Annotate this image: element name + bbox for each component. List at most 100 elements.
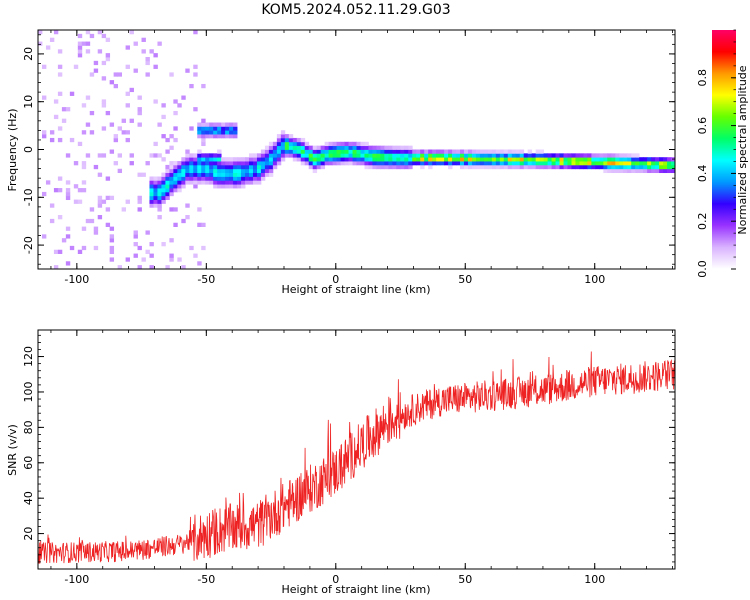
spectrogram-cell <box>205 134 210 139</box>
spectrogram-cell <box>336 141 341 147</box>
spectrogram-cell <box>149 253 154 258</box>
spectrogram-cell <box>113 137 119 143</box>
spectrogram-cell <box>245 161 250 166</box>
spectrogram-cell <box>157 176 162 181</box>
spectrogram-cell <box>189 126 194 131</box>
spectrogram-cell <box>264 164 270 170</box>
spectrogram-cell <box>229 161 234 166</box>
spectrogram-cell <box>452 153 457 158</box>
spectrogram-cell <box>185 161 190 166</box>
spectrogram-cell <box>181 180 186 185</box>
spectrogram-cell <box>57 249 63 254</box>
spectrogram-cell <box>643 168 648 174</box>
spectrogram-cell <box>205 153 210 158</box>
spectrogram-cell <box>260 176 266 181</box>
spectrogram-cell <box>364 153 369 158</box>
spectrogram-cell <box>193 72 198 77</box>
spectrogram-cell <box>97 195 103 201</box>
y-tick-label: 20 <box>22 527 35 541</box>
spectrogram-cell <box>260 172 266 177</box>
spectrogram-cell <box>579 157 584 162</box>
spectrogram-cell <box>591 153 596 158</box>
spectrogram-cell <box>41 64 47 69</box>
spectrogram-cell <box>408 149 413 154</box>
spectrogram-cell <box>336 161 341 166</box>
spectrogram-cell <box>157 188 162 193</box>
spectrogram-cell <box>264 161 270 166</box>
spectrogram-cell <box>141 49 146 54</box>
spectrogram-cell <box>57 91 63 96</box>
spectrogram-cell <box>169 207 174 212</box>
spectrogram-cell <box>416 153 421 158</box>
spectrogram-cell <box>201 137 206 143</box>
spectrogram-cell <box>209 161 214 166</box>
spectrogram-cell <box>276 141 282 147</box>
spectrogram-cell <box>543 161 548 166</box>
spectrogram-cell <box>201 176 206 181</box>
x-tick-label: 0 <box>332 273 339 286</box>
spectrogram-cell <box>400 157 405 162</box>
spectrogram-cell <box>503 149 509 154</box>
spectrogram-cell <box>209 176 214 181</box>
spectrogram-cell <box>487 164 493 170</box>
spectrogram-cell <box>197 168 202 174</box>
spectrogram-cell <box>201 172 206 177</box>
spectrogram-cell <box>356 141 361 147</box>
spectrogram-cell <box>623 161 628 166</box>
spectrogram-cell <box>185 180 190 185</box>
spectrogram-cell <box>392 161 397 166</box>
spectrogram-cell <box>205 130 210 135</box>
spectrogram-cell <box>483 153 489 158</box>
spectrogram-cell <box>229 134 234 139</box>
spectrogram-cell <box>189 164 194 170</box>
spectrogram-cell <box>360 141 365 147</box>
spectrogram-cell <box>531 153 537 158</box>
spectrogram-cell <box>583 164 588 170</box>
spectrogram-cell <box>543 157 548 162</box>
spectrogram-cell <box>229 184 234 189</box>
spectrogram-cell <box>217 168 222 174</box>
spectrogram-cell <box>463 157 469 162</box>
spectrogram-cell <box>209 180 214 185</box>
spectrogram-cell <box>61 238 67 243</box>
spectrogram-cell <box>655 168 660 174</box>
spectrogram-cell <box>201 222 206 227</box>
spectrogram-cell <box>256 176 262 181</box>
spectrogram-cell <box>463 161 469 166</box>
spectrogram-cell <box>364 164 369 170</box>
spectrogram-cell <box>404 145 409 150</box>
spectrogram-cell <box>57 49 63 54</box>
spectrogram-cell <box>237 164 242 170</box>
spectrogram-cell <box>213 161 218 166</box>
spectrogram-cell <box>45 180 51 185</box>
spectrogram-cell <box>177 180 182 185</box>
spectrogram-cell <box>109 238 115 243</box>
y-tick-label: 0 <box>22 146 35 153</box>
spectrogram-cell <box>205 168 210 174</box>
spectrogram-cell <box>400 145 405 150</box>
spectrogram-cell <box>340 145 345 150</box>
spectrogram-cell <box>348 153 353 158</box>
spectrogram-cell <box>575 164 580 170</box>
spectrogram-cell <box>432 161 437 166</box>
spectrogram-cell <box>153 203 158 208</box>
spectrogram-cell <box>308 164 314 170</box>
spectrogram-cell <box>348 157 353 162</box>
spectrogram-cell <box>420 153 425 158</box>
spectrogram-cell <box>507 161 513 166</box>
spectrogram-cell <box>296 141 302 147</box>
spectrogram-cell <box>169 257 174 262</box>
spectrogram-cell <box>165 176 170 181</box>
spectrogram-cell <box>133 41 138 46</box>
spectrogram-cell <box>559 157 564 162</box>
spectrogram-cell <box>535 157 541 162</box>
spectrogram-cell <box>53 265 59 270</box>
spectrogram-cell <box>181 184 186 189</box>
spectrogram-cell <box>296 149 302 154</box>
spectrogram-cell <box>221 126 226 131</box>
spectrogram-cell <box>523 157 529 162</box>
spectrogram-cell <box>181 218 186 224</box>
spectrogram-cell <box>225 164 230 170</box>
spectrogram-cell <box>531 164 537 170</box>
